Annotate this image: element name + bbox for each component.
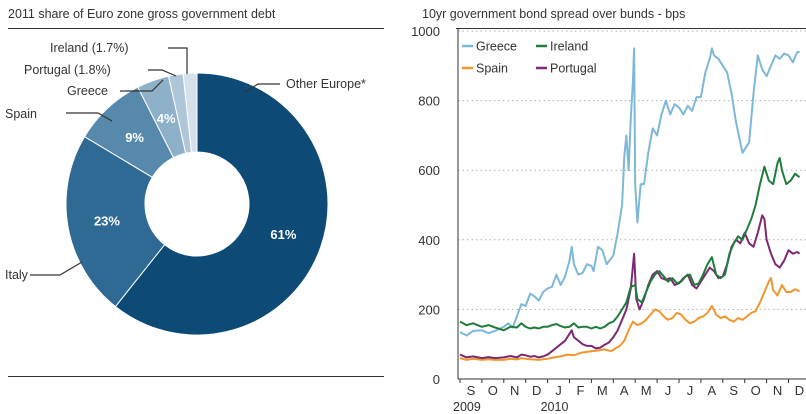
x-month-label-7: A <box>620 383 629 398</box>
x-month-label-1: O <box>488 383 498 398</box>
x-month-label-5: F <box>576 383 584 398</box>
legend-label-portugal: Portugal <box>550 62 597 76</box>
x-month-label-14: N <box>773 383 782 398</box>
x-month-label-6: M <box>597 383 608 398</box>
x-year-label-1: 2010 <box>541 400 569 414</box>
x-year-label-0: 2009 <box>453 400 481 414</box>
x-month-label-8: M <box>641 383 652 398</box>
legend-label-spain: Spain <box>476 62 508 76</box>
y-tick-label-4: 800 <box>418 94 440 109</box>
x-month-label-11: A <box>708 383 717 398</box>
y-tick-label-3: 600 <box>418 163 440 178</box>
legend-label-greece: Greece <box>476 40 517 54</box>
y-tick-label-2: 400 <box>418 233 440 248</box>
x-month-label-13: O <box>751 383 761 398</box>
x-month-label-3: D <box>532 383 541 398</box>
x-month-label-12: S <box>729 383 738 398</box>
x-month-label-15: D <box>795 383 804 398</box>
x-month-label-9: J <box>665 383 672 398</box>
series-line-portugal <box>460 215 800 358</box>
legend-label-ireland: Ireland <box>550 40 588 54</box>
x-month-label-0: S <box>467 383 476 398</box>
y-tick-label-1: 200 <box>418 302 440 317</box>
x-month-label-4: J <box>555 383 562 398</box>
y-tick-label-0: 0 <box>433 372 440 387</box>
x-month-label-10: J <box>687 383 694 398</box>
y-tick-label-5: 1000 <box>411 24 440 39</box>
x-month-label-2: N <box>510 383 519 398</box>
